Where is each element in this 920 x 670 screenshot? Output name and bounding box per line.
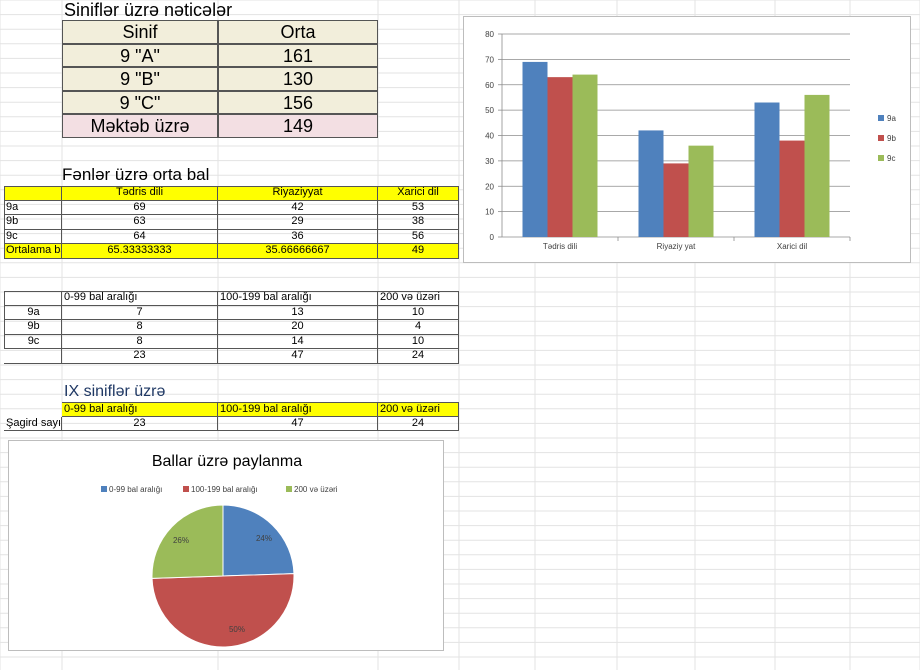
ranges-row-c0[interactable]: 9b — [4, 320, 62, 335]
pie-data-label: 24% — [256, 534, 272, 543]
bar-chart[interactable]: 0 10 20 30 40 50 60 70 80 Tədris dili Riyaziy yat X… — [463, 16, 911, 263]
bar-legend-label: 9a — [887, 114, 896, 123]
classes-header-orta[interactable]: Orta — [218, 20, 378, 44]
bar-9b-0[interactable] — [547, 77, 573, 237]
subjects-header-c1[interactable]: Tədris dili — [62, 186, 218, 201]
ix-header-c3[interactable]: 200 və üzəri — [378, 402, 459, 417]
pie-legend-swatch — [183, 486, 189, 492]
bar-ytick-label: 70 — [485, 55, 494, 64]
subjects-header-c2[interactable]: Riyaziyyat — [218, 186, 378, 201]
ranges-header-c2[interactable]: 100-199 bal aralığı — [218, 291, 378, 306]
ix-table-title: IX siniflər üzrə — [64, 383, 166, 400]
bar-9c-1[interactable] — [688, 145, 714, 237]
ix-row-c0[interactable]: Şagird sayı — [4, 416, 62, 431]
pie-legend-swatch — [286, 486, 292, 492]
subjects-row-c0[interactable]: 9a — [4, 200, 62, 215]
bar-9c-2[interactable] — [804, 94, 830, 238]
bar-9c-0[interactable] — [572, 74, 598, 237]
ranges-row-c2[interactable]: 20 — [218, 320, 378, 335]
bar-legend-swatch — [878, 135, 884, 141]
bar-category-label: Riyaziy yat — [657, 242, 696, 251]
pie-chart-title: Ballar üzrə paylanma — [151, 453, 303, 470]
subjects-header-c3[interactable]: Xarici dil — [378, 186, 459, 201]
subjects-row-c0[interactable]: 9b — [4, 215, 62, 230]
ranges-row-c1[interactable]: 8 — [62, 320, 218, 335]
bar-chart-svg: 0 10 20 30 40 50 60 70 80 Tədris dili Riyaziy yat X… — [485, 30, 896, 251]
classes-row-value[interactable]: 156 — [218, 90, 378, 114]
subjects-header-c0[interactable] — [4, 186, 62, 201]
subjects-table-border — [4, 186, 459, 259]
bar-ytick-label: 0 — [490, 233, 495, 242]
classes-table-title: Siniflər üzrə nəticələr — [64, 0, 233, 20]
bar-9a-2[interactable] — [754, 102, 780, 237]
bar-legend-swatch — [878, 115, 884, 121]
ix-row-c2[interactable]: 47 — [218, 416, 378, 431]
pie-slice-1[interactable] — [151, 573, 295, 648]
classes-row-value[interactable]: 161 — [218, 43, 378, 67]
pie-legend-label: 200 və üzəri — [294, 485, 338, 494]
ranges-total-c0[interactable] — [4, 349, 62, 364]
ranges-row-c0[interactable]: 9a — [4, 305, 62, 320]
bar-9b-2[interactable] — [779, 140, 805, 237]
pie-legend-swatch — [101, 486, 107, 492]
pie-chart-svg: 24% 50% 26% 0-99 bal aralığı 100-199 bal ara… — [101, 485, 338, 648]
bar-ytick-label: 10 — [485, 208, 494, 217]
ix-row-c1[interactable]: 23 — [62, 416, 218, 431]
ix-header-c1[interactable]: 0-99 bal aralığı — [62, 402, 218, 417]
classes-total-label[interactable]: Məktəb üzrə — [62, 114, 218, 138]
ranges-total-c3[interactable]: 24 — [378, 349, 459, 364]
subjects-row-c2[interactable]: 42 — [218, 200, 378, 215]
bar-ytick-label: 30 — [485, 157, 494, 166]
pie-slice-2[interactable] — [151, 504, 224, 579]
ranges-total-c2[interactable]: 47 — [218, 349, 378, 364]
subjects-row-c1[interactable]: 69 — [62, 200, 218, 215]
subjects-row-c0[interactable]: 9c — [4, 229, 62, 244]
classes-total-value[interactable]: 149 — [218, 114, 378, 138]
subjects-row-c1[interactable]: 64 — [62, 229, 218, 244]
pie-legend-label: 100-199 bal aralığı — [191, 485, 258, 494]
ranges-total-c1[interactable]: 23 — [62, 349, 218, 364]
bar-category-label: Tədris dili — [543, 242, 577, 251]
bar-9a-0[interactable] — [522, 61, 548, 237]
ranges-table-border — [4, 291, 459, 349]
subjects-avg-c2[interactable]: 35.66666667 — [218, 244, 378, 259]
bar-ytick-label: 40 — [485, 132, 494, 141]
bar-ytick-label: 20 — [485, 182, 494, 191]
bar-ytick-label: 80 — [485, 30, 494, 39]
pie-data-label: 50% — [229, 625, 245, 634]
bar-legend-label: 9b — [887, 134, 896, 143]
bar-ytick-label: 60 — [485, 81, 494, 90]
pie-chart[interactable]: Ballar üzrə paylanma 24% 50% 26% 0-99 bal a… — [8, 440, 444, 651]
bar-ytick-label: 50 — [485, 106, 494, 115]
pie-slice-0[interactable] — [222, 504, 295, 577]
ranges-header-c1[interactable]: 0-99 bal aralığı — [62, 291, 218, 306]
classes-row-value[interactable]: 130 — [218, 67, 378, 91]
ranges-header-c0[interactable] — [4, 291, 62, 306]
ix-row-c3[interactable]: 24 — [378, 416, 459, 431]
bar-9a-1[interactable] — [638, 130, 664, 237]
pie-data-label: 26% — [173, 536, 189, 545]
subjects-row-c2[interactable]: 29 — [218, 215, 378, 230]
subjects-row-c1[interactable]: 63 — [62, 215, 218, 230]
pie-legend-label: 0-99 bal aralığı — [109, 485, 162, 494]
classes-row-label[interactable]: 9 "B" — [62, 67, 218, 91]
classes-row-label[interactable]: 9 "C" — [62, 90, 218, 114]
subjects-table-title: Fənlər üzrə orta bal — [62, 165, 210, 184]
bar-category-label: Xarici dil — [777, 242, 807, 251]
ranges-row-c1[interactable]: 7 — [62, 305, 218, 320]
bar-legend-label: 9c — [887, 154, 895, 163]
classes-row-label[interactable]: 9 "A" — [62, 43, 218, 67]
classes-header-sinif[interactable]: Sinif — [62, 20, 218, 44]
ranges-row-c2[interactable]: 13 — [218, 305, 378, 320]
subjects-row-c2[interactable]: 36 — [218, 229, 378, 244]
ix-header-c2[interactable]: 100-199 bal aralığı — [218, 402, 378, 417]
bar-legend-swatch — [878, 155, 884, 161]
bar-9b-1[interactable] — [663, 163, 689, 237]
